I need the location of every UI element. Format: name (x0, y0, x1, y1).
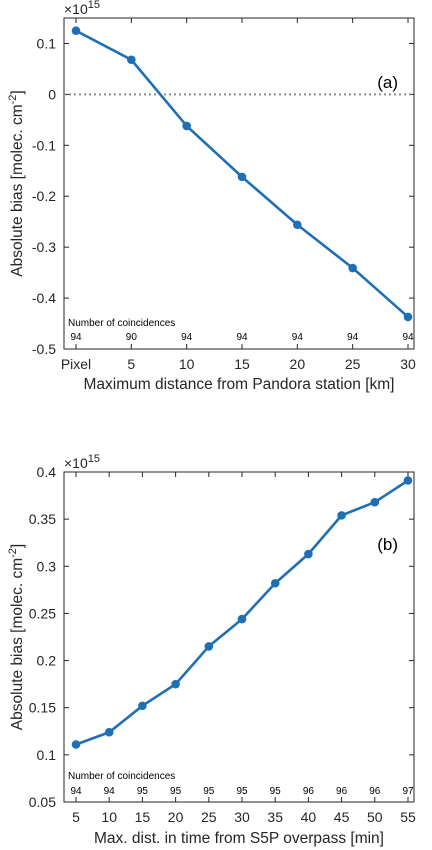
exponent-power: 15 (88, 0, 100, 11)
y-axis-label: Absolute bias [molec. cm-2] (7, 544, 26, 730)
coincidence-count: 94 (236, 332, 248, 343)
y-axis-label-end: ] (9, 90, 26, 94)
data-point (71, 740, 81, 749)
data-point (270, 578, 280, 588)
y-tick-label: 0.35 (29, 511, 56, 527)
y-tick-label: 0.2 (37, 653, 57, 669)
y-tick-label: -0.3 (32, 239, 56, 255)
x-tick-label: 25 (345, 356, 361, 372)
data-point (348, 263, 357, 273)
x-tick-label: 10 (179, 356, 195, 372)
x-tick-label: Pixel (61, 356, 91, 372)
y-axis-label-end: ] (9, 544, 26, 548)
coincidence-count: 96 (336, 786, 348, 797)
x-tick-label: 40 (301, 809, 317, 825)
data-point (138, 701, 147, 711)
exponent-label: ×1015 (64, 453, 100, 471)
exponent-prefix: ×10 (64, 455, 88, 471)
x-tick-label: 30 (234, 809, 250, 825)
y-tick-label: 0 (48, 86, 56, 102)
coincidence-count: 95 (236, 786, 248, 797)
x-tick-label: 20 (290, 356, 306, 372)
coincidence-count: 97 (402, 786, 414, 797)
x-tick-label: 55 (400, 809, 416, 825)
panel-label: (b) (377, 535, 398, 554)
coincidence-count: 90 (126, 332, 138, 343)
coincidence-count: 94 (104, 786, 116, 797)
y-tick-label: -0.2 (32, 188, 56, 204)
x-tick-label: 15 (135, 809, 151, 825)
data-point (237, 172, 247, 182)
series-line (75, 479, 409, 746)
data-point (204, 642, 214, 651)
y-axis-label-sup: -2 (7, 95, 19, 105)
x-tick-label: 25 (201, 809, 217, 825)
y-tick-label: -0.1 (32, 137, 56, 153)
coincidence-count: 94 (181, 332, 193, 343)
y-tick-label: 0.1 (37, 747, 57, 763)
chart-panel-0: -0.5 -0.4 -0.3 -0.2 -0.1 0 0.1 Pixel 94 5 90 10 94 15… (7, 0, 416, 393)
coincidence-count: 96 (369, 786, 381, 797)
x-axis-label: Max. dist. in time from S5P overpass [mi… (94, 830, 384, 847)
coincidence-count: 94 (292, 332, 304, 343)
coincidence-count: 95 (270, 786, 282, 797)
y-tick-label: 0.4 (37, 464, 57, 480)
data-point (293, 220, 302, 230)
x-tick-label: 20 (168, 809, 184, 825)
data-point (71, 26, 81, 36)
exponent-label: ×1015 (64, 0, 100, 17)
coincidences-title: Number of coincidences (68, 771, 175, 782)
coincidences-title: Number of coincidences (68, 318, 175, 329)
y-tick-label: 0.05 (29, 794, 56, 810)
coincidence-count: 94 (402, 332, 414, 343)
x-tick-label: 35 (267, 809, 283, 825)
coincidence-count: 95 (170, 786, 182, 797)
x-tick-label: 5 (72, 809, 80, 825)
plot-frame (63, 17, 415, 350)
data-point (403, 476, 413, 485)
y-tick-label: 0.25 (29, 605, 56, 621)
x-tick-label: 15 (234, 356, 250, 372)
x-tick-label: 30 (400, 356, 416, 372)
x-tick-label: 10 (101, 809, 117, 825)
y-tick-label: 0.1 (37, 35, 57, 51)
data-point (182, 121, 191, 131)
chart-panel-1: 0.05 0.1 0.15 0.2 0.25 0.3 0.35 0.4 5 94 10 94 15 95 2… (7, 453, 416, 847)
coincidence-count: 94 (70, 786, 82, 797)
exponent-power: 15 (88, 453, 100, 465)
y-axis-label-sup: -2 (7, 548, 19, 558)
y-tick-label: -0.5 (32, 341, 56, 357)
y-axis-label-main: Absolute bias [molec. cm (9, 104, 26, 276)
data-point (104, 727, 114, 737)
coincidence-count: 94 (70, 332, 82, 343)
y-axis-label: Absolute bias [molec. cm-2] (7, 90, 26, 276)
data-point (237, 614, 247, 624)
plot-frame (63, 471, 415, 803)
y-tick-label: -0.4 (32, 290, 56, 306)
coincidence-count: 95 (137, 786, 149, 797)
data-point (337, 511, 346, 520)
coincidence-count: 94 (347, 332, 359, 343)
y-tick-label: 0.15 (29, 700, 56, 716)
data-point (171, 679, 180, 689)
y-tick-label: 0.3 (37, 558, 57, 574)
x-tick-label: 50 (367, 809, 383, 825)
data-point (304, 549, 313, 559)
x-tick-label: 5 (127, 356, 135, 372)
coincidence-count: 95 (203, 786, 215, 797)
y-axis-label-main: Absolute bias [molec. cm (9, 558, 26, 730)
data-point (403, 312, 413, 322)
data-point (127, 55, 136, 65)
exponent-prefix: ×10 (64, 1, 88, 17)
x-tick-label: 45 (334, 809, 350, 825)
data-point (370, 497, 380, 507)
panel-label: (a) (377, 73, 398, 92)
x-axis-label: Maximum distance from Pandora station [k… (84, 376, 395, 393)
coincidence-count: 96 (303, 786, 315, 797)
